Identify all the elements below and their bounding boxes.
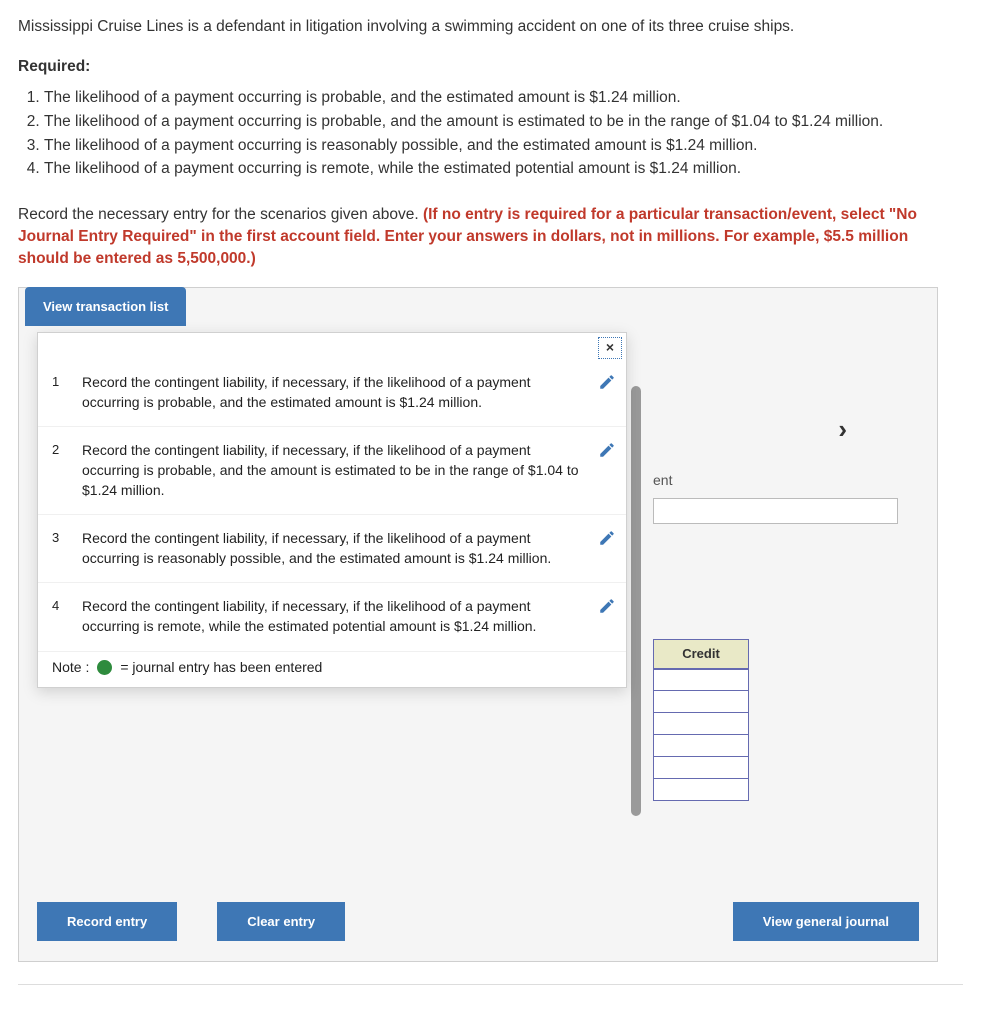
note-text: = journal entry has been entered: [120, 658, 322, 678]
edit-pencil-icon[interactable]: [598, 373, 616, 391]
transaction-number: 4: [52, 597, 68, 615]
view-general-journal-button[interactable]: View general journal: [733, 902, 919, 941]
credit-cell[interactable]: [653, 757, 749, 779]
edit-pencil-icon[interactable]: [598, 597, 616, 615]
view-transaction-list-tab[interactable]: View transaction list: [25, 287, 186, 326]
transaction-row[interactable]: 3 Record the contingent liability, if ne…: [38, 515, 626, 583]
note-prefix: Note :: [52, 658, 89, 678]
transaction-description: Record the contingent liability, if nece…: [82, 441, 584, 500]
transaction-description: Record the contingent liability, if nece…: [82, 373, 584, 412]
record-entry-button[interactable]: Record entry: [37, 902, 177, 941]
transaction-row[interactable]: 2 Record the contingent liability, if ne…: [38, 427, 626, 515]
general-journal-input[interactable]: [653, 498, 898, 524]
requirement-item: The likelihood of a payment occurring is…: [44, 87, 963, 109]
transaction-number: 3: [52, 529, 68, 547]
requirements-list: The likelihood of a payment occurring is…: [26, 87, 963, 180]
problem-intro: Mississippi Cruise Lines is a defendant …: [18, 16, 963, 38]
record-instructions-lead: Record the necessary entry for the scena…: [18, 206, 423, 223]
workspace-body: › ent Credit × 1 Record the contingent l…: [19, 326, 937, 886]
required-heading: Required:: [18, 56, 963, 78]
action-button-row: Record entry Clear entry View general jo…: [19, 886, 937, 961]
credit-cell[interactable]: [653, 779, 749, 801]
credit-column-header: Credit: [653, 639, 749, 669]
credit-cell[interactable]: [653, 669, 749, 691]
record-instructions: Record the necessary entry for the scena…: [18, 204, 963, 269]
edit-pencil-icon[interactable]: [598, 529, 616, 547]
page-divider: [18, 984, 963, 985]
clear-entry-button[interactable]: Clear entry: [217, 902, 345, 941]
edit-pencil-icon[interactable]: [598, 441, 616, 459]
transaction-row[interactable]: 1 Record the contingent liability, if ne…: [38, 359, 626, 427]
requirement-item: The likelihood of a payment occurring is…: [44, 158, 963, 180]
credit-cell[interactable]: [653, 713, 749, 735]
legend-note: Note : = journal entry has been entered: [38, 652, 626, 688]
transaction-list-scrollbar[interactable]: [631, 386, 641, 816]
credit-cell[interactable]: [653, 691, 749, 713]
transaction-number: 2: [52, 441, 68, 459]
requirement-item: The likelihood of a payment occurring is…: [44, 135, 963, 157]
credit-cell[interactable]: [653, 735, 749, 757]
scrollbar-thumb[interactable]: [631, 386, 641, 816]
transaction-description: Record the contingent liability, if nece…: [82, 597, 584, 636]
general-journal-fragment: ent: [653, 471, 672, 491]
next-transaction-chevron[interactable]: ›: [838, 411, 847, 447]
transaction-list-panel: × 1 Record the contingent liability, if …: [37, 332, 627, 688]
transaction-description: Record the contingent liability, if nece…: [82, 529, 584, 568]
credit-column-cells: [653, 669, 749, 801]
journal-workspace: View transaction list › ent Credit × 1 R…: [18, 287, 938, 962]
transaction-number: 1: [52, 373, 68, 391]
transaction-row[interactable]: 4 Record the contingent liability, if ne…: [38, 583, 626, 651]
close-icon[interactable]: ×: [598, 337, 622, 359]
entered-indicator-icon: [97, 660, 112, 675]
requirement-item: The likelihood of a payment occurring is…: [44, 111, 963, 133]
